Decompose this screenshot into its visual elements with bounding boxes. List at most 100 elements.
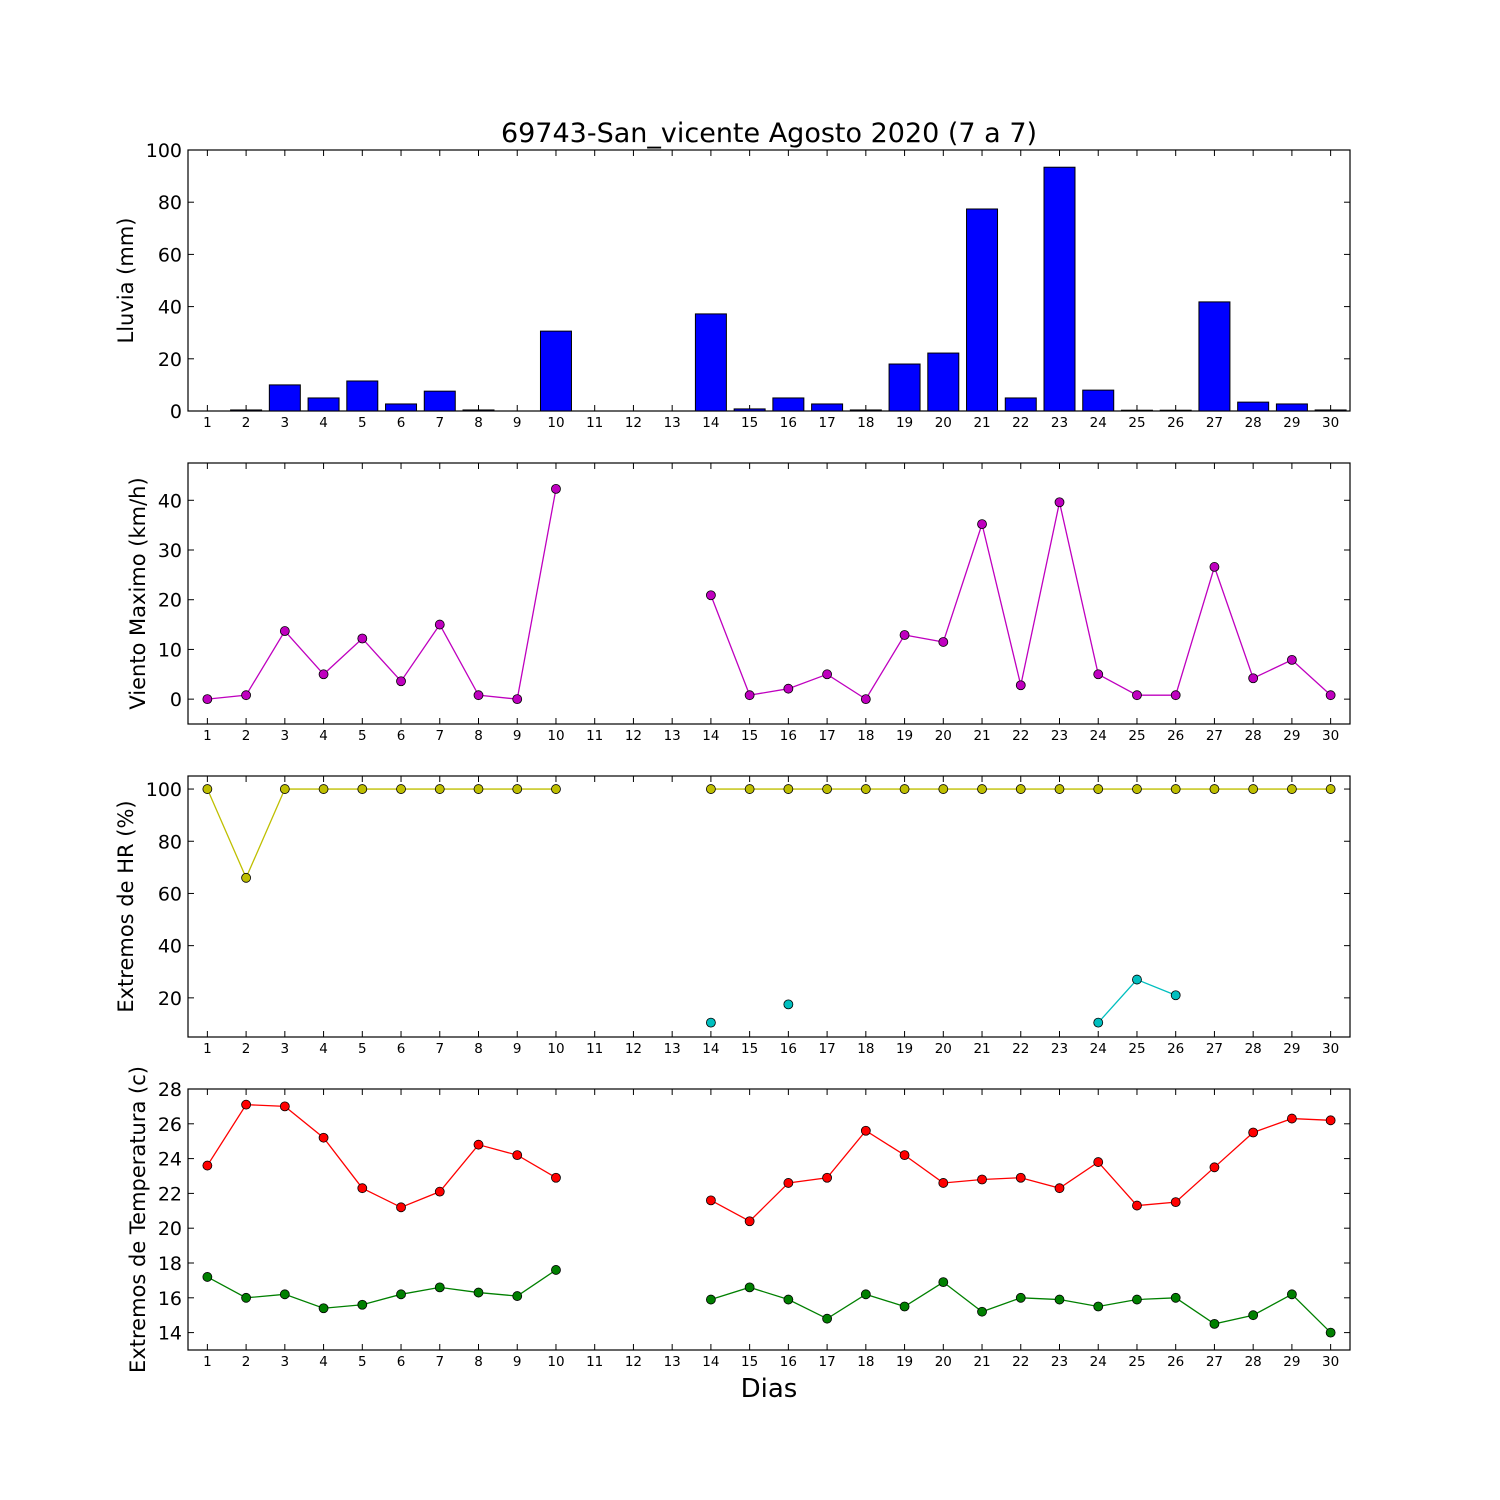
rain-bar (1004, 397, 1037, 412)
x-tick-label: 12 (625, 1041, 642, 1057)
x-tick-label: 9 (513, 728, 522, 744)
series-point-2 (860, 1289, 871, 1300)
x-tick-label: 6 (397, 1354, 406, 1370)
x-tick-label: 9 (513, 1354, 522, 1370)
x-tick-label: 7 (435, 1354, 444, 1370)
series-line-1 (206, 788, 556, 880)
series-point-1 (706, 784, 716, 794)
x-tick-label: 8 (474, 1354, 483, 1370)
rain-bar (694, 313, 727, 412)
x-tick-label: 14 (702, 415, 719, 431)
x-tick-label: 7 (435, 415, 444, 431)
x-tick-label: 19 (896, 1041, 913, 1057)
x-tick-label: 30 (1322, 728, 1339, 744)
x-tick-label: 16 (780, 728, 797, 744)
x-tick-label: 25 (1128, 728, 1145, 744)
x-tick-label: 12 (625, 1354, 642, 1370)
series-point-1 (434, 1186, 445, 1197)
x-tick-label: 29 (1283, 1354, 1300, 1370)
rain-bar (888, 363, 921, 412)
x-tick-label: 22 (1012, 1041, 1029, 1057)
series-line-2 (207, 1269, 557, 1309)
series-point-2 (1170, 990, 1181, 1001)
x-tick-label: 2 (242, 415, 251, 431)
x-tick-label: 13 (664, 1041, 681, 1057)
series-point-1 (1248, 1127, 1259, 1138)
y-tick-label: 24 (158, 1149, 182, 1171)
series-point-1 (783, 784, 794, 794)
series-point-2 (899, 1301, 910, 1312)
series-point-1 (706, 590, 716, 601)
series-line-1 (207, 488, 557, 700)
rain-bar (230, 409, 263, 412)
x-tick-label: 20 (935, 1354, 952, 1370)
series-point-1 (899, 630, 910, 640)
x-tick-label: 6 (397, 1041, 406, 1057)
x-tick-label: 1 (203, 1354, 212, 1370)
x-tick-label: 4 (319, 1041, 328, 1057)
x-tick-label: 19 (896, 1354, 913, 1370)
x-tick-label: 3 (281, 1354, 290, 1370)
series-point-2 (1054, 1294, 1065, 1305)
series-point-1 (860, 1125, 871, 1136)
rain-bar (772, 397, 805, 412)
x-tick-label: 10 (547, 1354, 564, 1370)
series-point-1 (1287, 784, 1297, 794)
series-point-2 (1209, 1319, 1220, 1329)
y-tick-label: 60 (158, 883, 182, 905)
series-point-1 (938, 1178, 949, 1188)
y-tick-label: 100 (146, 779, 182, 801)
rain-bar (1314, 409, 1347, 412)
series-point-2 (744, 1282, 755, 1293)
x-tick-label: 17 (819, 728, 836, 744)
series-point-2 (1132, 1294, 1142, 1305)
rain-bar (1159, 409, 1192, 412)
x-tick-label: 18 (857, 1041, 874, 1057)
x-tick-label: 24 (1090, 415, 1107, 431)
x-axis-label: Dias (741, 1374, 798, 1404)
series-point-2 (1093, 1301, 1104, 1312)
y-axis-label: Lluvia (mm) (114, 218, 138, 344)
x-tick-label: 29 (1283, 1041, 1300, 1057)
x-tick-label: 24 (1090, 1041, 1107, 1057)
series-point-1 (396, 676, 406, 687)
y-axis-label: Extremos de HR (%) (114, 800, 138, 1012)
x-tick-label: 29 (1283, 728, 1300, 744)
x-tick-label: 23 (1051, 1041, 1068, 1057)
x-tick-label: 21 (973, 728, 990, 744)
x-tick-label: 20 (935, 728, 952, 744)
series-point-1 (357, 784, 368, 794)
x-tick-label: 27 (1206, 1041, 1223, 1057)
series-point-1 (1248, 673, 1259, 684)
series-point-1 (279, 1101, 290, 1112)
rain-bar (1198, 301, 1231, 412)
rain-bar (385, 403, 418, 412)
y-tick-label: 20 (158, 1218, 182, 1240)
series-point-1 (1093, 784, 1104, 794)
x-tick-label: 14 (702, 728, 719, 744)
series-point-1 (512, 1150, 523, 1161)
x-tick-label: 17 (819, 1354, 836, 1370)
series-point-2 (357, 1299, 368, 1310)
axes-frame (187, 462, 1351, 725)
x-tick-label: 2 (242, 728, 251, 744)
series-point-1 (1209, 562, 1220, 572)
series-point-1 (512, 784, 523, 794)
series-point-1 (473, 1139, 484, 1150)
rain-bar (462, 409, 495, 412)
x-tick-label: 20 (935, 1041, 952, 1057)
series-point-2 (202, 1272, 213, 1282)
series-point-1 (202, 694, 213, 705)
series-point-2 (1132, 974, 1142, 985)
y-tick-label: 40 (158, 297, 182, 319)
series-point-1 (1325, 690, 1336, 701)
series-point-1 (1170, 1197, 1181, 1207)
x-tick-label: 17 (819, 1041, 836, 1057)
series-point-1 (241, 690, 252, 701)
series-point-1 (1170, 784, 1181, 794)
series-point-1 (938, 637, 949, 647)
x-tick-label: 14 (702, 1041, 719, 1057)
x-tick-label: 8 (474, 1041, 483, 1057)
